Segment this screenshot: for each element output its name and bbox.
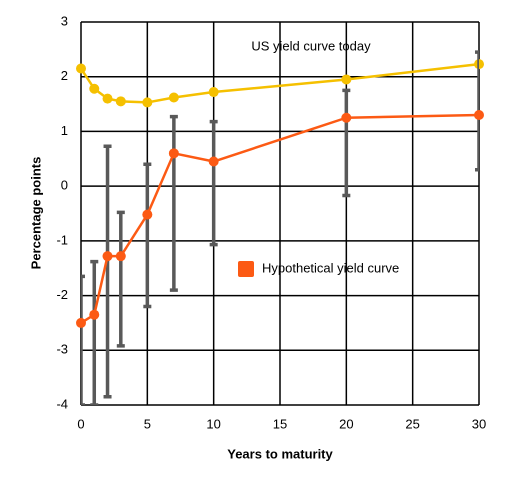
x-tick-label: 5 bbox=[144, 416, 151, 431]
marker bbox=[102, 251, 113, 262]
error-bar bbox=[342, 88, 351, 198]
marker bbox=[102, 93, 113, 104]
error-bar bbox=[103, 144, 112, 399]
legend-swatch bbox=[238, 261, 254, 277]
marker bbox=[474, 110, 484, 121]
error-bar bbox=[169, 114, 178, 292]
y-tick-label: 0 bbox=[61, 178, 68, 193]
x-tick-label: 25 bbox=[405, 416, 419, 431]
legend-label: Hypothetical yield curve bbox=[262, 260, 399, 275]
marker bbox=[168, 92, 179, 103]
error-bar bbox=[116, 210, 125, 348]
marker bbox=[142, 97, 153, 108]
x-tick-label: 10 bbox=[206, 416, 220, 431]
marker bbox=[115, 96, 126, 107]
y-tick-label: 2 bbox=[61, 68, 68, 83]
x-tick-label: 15 bbox=[273, 416, 287, 431]
y-tick-label: -1 bbox=[56, 232, 68, 247]
y-tick-label: -2 bbox=[56, 287, 68, 302]
marker bbox=[89, 83, 100, 94]
error-bar bbox=[143, 162, 152, 309]
marker bbox=[208, 156, 219, 167]
y-tick-label: 3 bbox=[61, 13, 68, 28]
error-bar bbox=[209, 119, 218, 247]
marker bbox=[115, 251, 126, 262]
y-axis-label: Percentage points bbox=[28, 157, 43, 270]
x-axis-label: Years to maturity bbox=[227, 446, 333, 461]
marker bbox=[76, 63, 86, 74]
marker bbox=[89, 309, 100, 320]
marker bbox=[142, 209, 153, 220]
marker bbox=[168, 148, 179, 159]
y-tick-label: 1 bbox=[61, 123, 68, 138]
legend-label: US yield curve today bbox=[251, 38, 371, 53]
marker bbox=[341, 112, 352, 123]
x-tick-label: 20 bbox=[339, 416, 353, 431]
error-bar bbox=[81, 274, 85, 405]
marker bbox=[76, 317, 86, 328]
y-tick-label: -3 bbox=[56, 342, 68, 357]
y-tick-label: -4 bbox=[56, 396, 68, 411]
error-bar bbox=[475, 50, 479, 172]
x-tick-label: 0 bbox=[77, 416, 84, 431]
marker bbox=[208, 87, 219, 98]
x-tick-label: 30 bbox=[472, 416, 486, 431]
error-bar bbox=[90, 259, 99, 405]
marker bbox=[341, 74, 352, 85]
